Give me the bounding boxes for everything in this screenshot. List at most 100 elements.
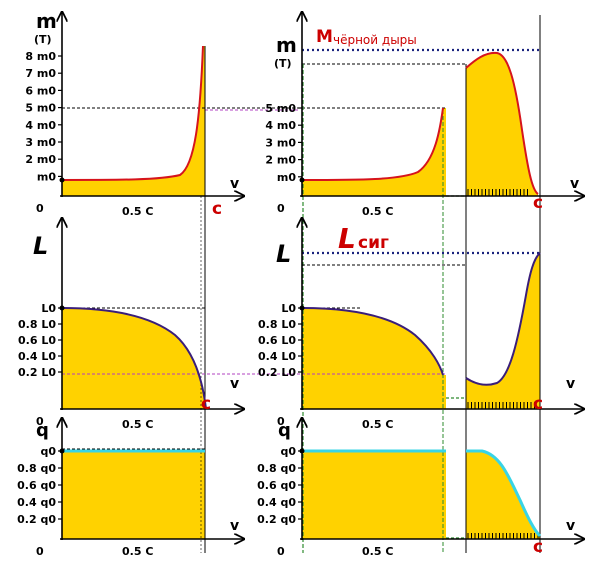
hatching [467, 189, 539, 539]
v-label-mass-right: v [570, 176, 579, 192]
v-label-length-left: v [230, 376, 239, 392]
mass-left-tick-3: 5 m0 [25, 102, 56, 115]
mass-right-fill-2 [466, 52, 538, 196]
tick-labels-charge-left: q0 0.8 q0 0.6 q0 0.4 q0 0.2 q0 [17, 445, 62, 526]
length-right-curve-2 [465, 252, 541, 386]
q-axis-label-right: q [278, 420, 291, 441]
c-length-left: c [201, 394, 211, 414]
origin-length-right: 0 [277, 415, 285, 428]
charge-right-tick-4: 0.2 q0 [257, 513, 296, 526]
half-c-length-left: 0.5 C [122, 418, 153, 431]
charge-right-fill-1 [302, 451, 446, 539]
blackhole-text-label: чёрной дыры [333, 33, 417, 47]
charge-left-tick-3: 0.4 q0 [17, 496, 56, 509]
mass-right-tick-2: 3 m0 [265, 136, 296, 149]
mass-right-curve-1 [301, 107, 444, 181]
mass-right-tick-1: 4 m0 [265, 119, 296, 132]
tick-labels-length-left: L0 0.8 L0 0.6 L0 0.4 L0 0.2 L0 [18, 302, 62, 379]
length-right-tick-3: 0.4 L0 [258, 350, 296, 363]
c-length-right: c [533, 394, 543, 414]
length-left-tick-4: 0.2 L0 [18, 366, 56, 379]
length-right-tick-2: 0.6 L0 [258, 334, 296, 347]
m-axis-label-right: m [276, 33, 297, 57]
half-c-length-right: 0.5 C [362, 418, 393, 431]
v-label-charge-left: v [230, 518, 239, 534]
filled-areas [62, 46, 540, 539]
origin-mass-right: 0 [277, 202, 285, 215]
tick-labels-charge-right: q0 0.8 q0 0.6 q0 0.4 q0 0.2 q0 [257, 445, 302, 526]
mass-left-tick-4: 4 m0 [25, 119, 56, 132]
mass-left-fill [62, 46, 205, 196]
length-right-curve-1 [301, 307, 444, 376]
length-left-tick-2: 0.6 L0 [18, 334, 56, 347]
half-c-charge-left: 0.5 C [122, 545, 153, 558]
m-axis-label-left: m [36, 9, 57, 33]
c-mass-left: c [212, 199, 222, 219]
mass-right-tick-0: 5 m0 [265, 102, 296, 115]
string-L-label: L [338, 222, 356, 255]
mass-left-tick-6: 2 m0 [25, 153, 56, 166]
half-c-mass-right: 0.5 C [362, 205, 393, 218]
m0-dot-right [299, 177, 305, 183]
mass-left-tick-7: m0 [37, 170, 56, 183]
mass-left-curve [61, 45, 204, 181]
mass-right-tick-3: 2 m0 [265, 154, 296, 167]
tick-labels-mass-right: 5 m0 4 m0 3 m0 2 m0 m0 [265, 102, 302, 184]
m0-dot-left [59, 177, 65, 183]
mass-right-fill-1 [302, 108, 446, 196]
length-left-fill [62, 308, 206, 409]
L-axis-label-left: L [33, 232, 48, 260]
v-label-length-right: v [566, 376, 575, 392]
charge-left-tick-1: 0.8 q0 [17, 462, 56, 475]
charge-left-tick-2: 0.6 q0 [17, 479, 56, 492]
blackhole-M-label: M [316, 27, 333, 47]
length-right-tick-1: 0.8 L0 [258, 318, 296, 331]
mass-left-tick-5: 3 m0 [25, 136, 56, 149]
origin-mass-left: 0 [36, 202, 44, 215]
mass-right-tick-4: m0 [277, 171, 296, 184]
origin-length-left: 0 [36, 415, 44, 428]
v-label-charge-right: v [566, 518, 575, 534]
length-left-tick-3: 0.4 L0 [18, 350, 56, 363]
charge-right-tick-1: 0.8 q0 [257, 462, 296, 475]
string-sub-label: сиг [358, 233, 389, 253]
charge-right-curve-2 [466, 449, 542, 538]
mass-left-tick-0: 8 m0 [25, 50, 56, 63]
mass-left-tick-2: 6 m0 [25, 84, 56, 97]
length-right-fill-1 [302, 308, 446, 409]
m-axis-unit-right: (T) [274, 57, 292, 70]
guide-lines [62, 15, 541, 553]
charge-left-fill [62, 451, 205, 539]
charge-right-tick-0: q0 [280, 445, 296, 458]
length-left-tick-0: L0 [41, 302, 56, 315]
tick-labels-length-right: L0 0.8 L0 0.6 L0 0.4 L0 0.2 L0 [258, 302, 302, 379]
origin-charge-right: 0 [277, 545, 285, 558]
v-label-mass-left: v [230, 176, 239, 192]
tick-labels-mass-left: 8 m0 7 m0 6 m0 5 m0 4 m0 3 m0 2 m0 m0 [25, 50, 62, 183]
text-labels: m (T) m (T) M чёрной дыры L сиг L L q q … [33, 9, 579, 558]
origin-charge-left: 0 [36, 545, 44, 558]
charge-left-tick-4: 0.2 q0 [17, 513, 56, 526]
half-c-charge-right: 0.5 C [362, 545, 393, 558]
mass-left-tick-1: 7 m0 [25, 67, 56, 80]
length-left-curve [61, 307, 207, 410]
charge-left-tick-0: q0 [40, 445, 56, 458]
charge-right-tick-3: 0.4 q0 [257, 496, 296, 509]
charge-right-fill-2 [466, 451, 540, 539]
length-right-tick-4: 0.2 L0 [258, 366, 296, 379]
length-right-tick-0: L0 [281, 302, 296, 315]
m-axis-unit-left: (T) [34, 33, 52, 46]
charge-right-tick-2: 0.6 q0 [257, 479, 296, 492]
length-right-fill-2 [466, 253, 540, 409]
c-charge-right: c [533, 537, 543, 557]
length-left-tick-1: 0.8 L0 [18, 318, 56, 331]
mass-right-curve-2 [465, 51, 539, 195]
half-c-mass-left: 0.5 C [122, 205, 153, 218]
curves [61, 45, 542, 538]
q-axis-label-left: q [36, 420, 49, 441]
c-mass-right: c [533, 193, 543, 213]
L-axis-label-right: L [276, 240, 291, 268]
axes [60, 12, 584, 540]
